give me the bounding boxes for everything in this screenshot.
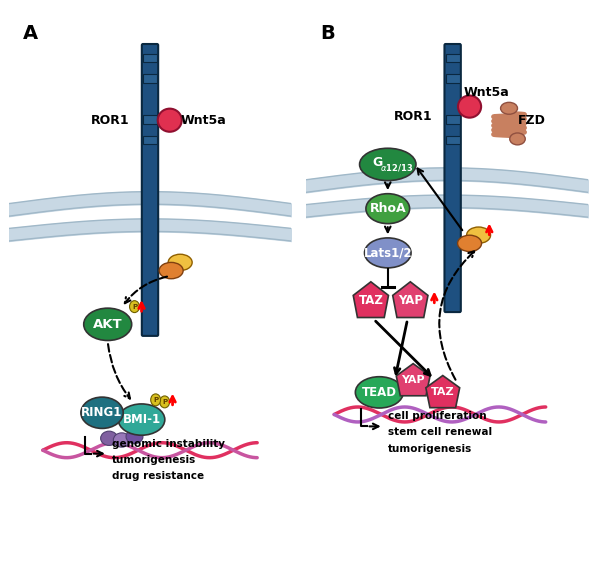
Bar xyxy=(143,54,157,62)
Text: Wnt5a: Wnt5a xyxy=(181,114,226,126)
Text: drug resistance: drug resistance xyxy=(112,471,204,481)
Bar xyxy=(143,115,157,124)
Circle shape xyxy=(160,396,170,408)
Ellipse shape xyxy=(355,376,403,408)
Ellipse shape xyxy=(359,149,416,181)
Text: TAZ: TAZ xyxy=(431,387,455,397)
Text: tumorigenesis: tumorigenesis xyxy=(388,443,472,454)
Ellipse shape xyxy=(113,433,130,447)
Bar xyxy=(143,136,157,144)
Circle shape xyxy=(151,394,161,406)
Bar xyxy=(446,54,460,62)
Text: P: P xyxy=(132,304,137,310)
Circle shape xyxy=(130,301,139,312)
Ellipse shape xyxy=(159,263,183,279)
Text: ROR1: ROR1 xyxy=(91,114,130,126)
Text: YAP: YAP xyxy=(401,375,425,386)
Polygon shape xyxy=(426,375,460,408)
Text: TAZ: TAZ xyxy=(358,294,383,307)
Bar xyxy=(446,115,460,124)
Ellipse shape xyxy=(118,404,165,435)
Ellipse shape xyxy=(158,109,182,132)
Ellipse shape xyxy=(101,431,118,446)
Text: stem cell renewal: stem cell renewal xyxy=(388,427,492,437)
Ellipse shape xyxy=(500,103,517,115)
Text: FZD: FZD xyxy=(518,114,545,126)
Ellipse shape xyxy=(84,308,131,340)
Polygon shape xyxy=(396,363,430,396)
Ellipse shape xyxy=(365,238,411,268)
Text: AKT: AKT xyxy=(93,318,122,331)
Ellipse shape xyxy=(126,429,143,444)
Bar xyxy=(446,136,460,144)
Text: YAP: YAP xyxy=(398,294,423,307)
Text: RING1: RING1 xyxy=(82,407,123,419)
FancyBboxPatch shape xyxy=(445,44,461,312)
Text: genomic instability: genomic instability xyxy=(112,439,225,449)
Text: TEAD: TEAD xyxy=(362,386,397,399)
Ellipse shape xyxy=(510,133,525,145)
Text: Lats1/2: Lats1/2 xyxy=(364,247,412,259)
Ellipse shape xyxy=(168,254,192,270)
Ellipse shape xyxy=(467,227,491,243)
Polygon shape xyxy=(353,282,388,318)
Text: G: G xyxy=(373,156,383,169)
Text: P: P xyxy=(153,397,158,403)
Ellipse shape xyxy=(458,96,481,118)
Ellipse shape xyxy=(81,397,123,429)
Text: $\alpha$12/13: $\alpha$12/13 xyxy=(380,162,413,173)
Ellipse shape xyxy=(458,235,482,252)
Text: A: A xyxy=(23,24,38,43)
Text: P: P xyxy=(162,399,167,405)
Text: RhoA: RhoA xyxy=(370,202,406,215)
Bar xyxy=(446,74,460,83)
Ellipse shape xyxy=(366,194,410,223)
Polygon shape xyxy=(393,282,428,318)
FancyBboxPatch shape xyxy=(142,44,158,336)
Text: cell proliferation: cell proliferation xyxy=(388,411,487,421)
Text: tumorigenesis: tumorigenesis xyxy=(112,455,196,465)
Bar xyxy=(143,74,157,83)
Text: B: B xyxy=(320,24,335,43)
Text: Wnt5a: Wnt5a xyxy=(464,87,509,99)
Text: ROR1: ROR1 xyxy=(394,111,433,123)
Text: BMI-1: BMI-1 xyxy=(122,413,161,426)
